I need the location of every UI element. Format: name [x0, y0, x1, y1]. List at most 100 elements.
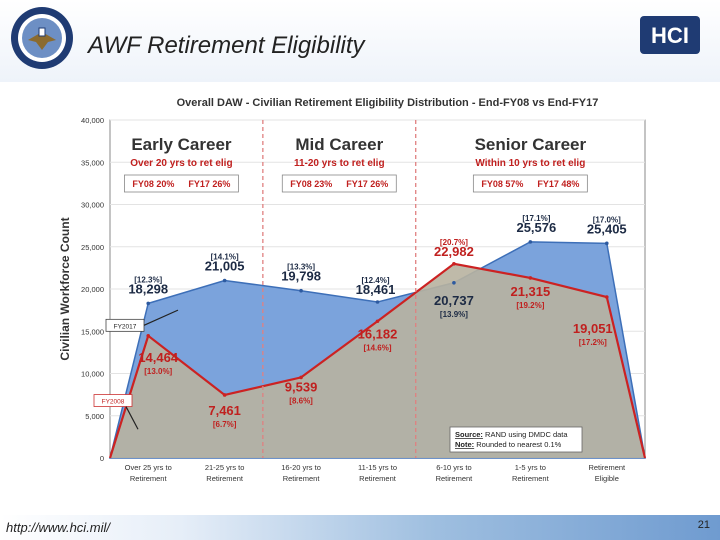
fy2008-data-label: 19,051: [573, 321, 613, 336]
fy2008-pct-label: [20.7%]: [440, 238, 468, 247]
group-pct-box: [124, 174, 239, 193]
group-fy17-pct: FY17 48%: [537, 179, 579, 189]
chart: Overall DAW - Civilian Retirement Eligib…: [58, 97, 647, 483]
fy2017-point: [528, 240, 533, 244]
x-tick-label: 16-20 yrs to: [281, 463, 321, 472]
y-tick-label: 10,000: [81, 370, 104, 379]
fy2017-callout-arrow: [143, 309, 179, 326]
group-subtitle: 11-20 yrs to ret elig: [294, 158, 385, 169]
slide-title: AWF Retirement Eligibility: [88, 32, 365, 59]
x-tick-label: Retirement: [588, 463, 626, 472]
x-tick-label: 1-5 yrs to: [515, 463, 546, 472]
fy2008-pct-label: [14.6%]: [363, 343, 391, 352]
group-pct-box: [281, 174, 397, 193]
x-tick-label: Retirement: [512, 474, 550, 483]
x-tick-label: Over 25 yrs to: [125, 463, 172, 472]
x-tick-label: 21-25 yrs to: [205, 463, 245, 472]
y-tick-label: 0: [100, 454, 104, 463]
hci-logo-icon: HCI: [640, 16, 700, 54]
group-fy17-pct: FY17 26%: [346, 179, 388, 189]
x-tick-label: Retirement: [359, 474, 397, 483]
fy2017-point: [222, 278, 227, 283]
fy2017-data-label: 19,798: [281, 269, 321, 284]
fy2017-data-label: 25,405: [587, 221, 627, 236]
x-tick-label: Eligible: [595, 474, 619, 483]
page-number: 21: [697, 519, 710, 531]
source-label: Source:: [455, 430, 483, 439]
fy2017-point: [146, 301, 151, 306]
y-tick-label: 35,000: [81, 158, 104, 167]
fy2017-pct-label: [13.3%]: [287, 263, 315, 272]
x-tick-label: Retirement: [130, 474, 168, 483]
fy2017-pct-label: [12.4%]: [361, 276, 389, 285]
fy2017-pct-label: [14.1%]: [211, 253, 239, 262]
y-tick-label: 15,000: [81, 327, 104, 336]
note-text: Rounded to nearest 0.1%: [474, 440, 561, 449]
fy2008-point: [146, 333, 151, 338]
group-fy17-pct: FY17 26%: [188, 179, 230, 189]
fy2008-pct-label: [17.2%]: [579, 338, 607, 347]
group-fy08-pct: FY08 23%: [290, 179, 332, 189]
fy2008-data-label: 16,182: [358, 326, 398, 341]
fy2017-data-label: 18,298: [128, 281, 168, 296]
y-tick-label: 30,000: [81, 201, 104, 210]
fy2008-pct-label: [13.0%]: [144, 367, 172, 376]
fy2008-data-label: 22,982: [434, 244, 474, 259]
group-subtitle: Within 10 yrs to ret elig: [475, 158, 585, 169]
footer-url-link[interactable]: http://www.hci.mil/: [6, 520, 111, 535]
y-tick-label: 25,000: [81, 243, 104, 252]
y-axis-label: Civilian Workforce Count: [58, 217, 72, 360]
note-line: Note: Rounded to nearest 0.1%: [455, 440, 562, 449]
fy2008-point: [222, 393, 227, 397]
note-label: Note:: [455, 440, 474, 449]
y-tick-label: 40,000: [81, 116, 104, 125]
fy2008-pct-label: [8.6%]: [289, 396, 313, 405]
fy2017-data-label: 25,576: [516, 220, 556, 235]
fy2017-pct-label: [17.1%]: [522, 214, 550, 223]
fy2017-pct-label: [17.0%]: [593, 215, 621, 224]
slide-footer: http://www.hci.mil/ 21: [0, 515, 720, 540]
fy2017-data-label: 18,461: [356, 282, 396, 297]
x-tick-label: Retirement: [206, 474, 244, 483]
fy2017-pct-label: [13.9%]: [440, 310, 468, 319]
x-tick-label: Retirement: [436, 474, 474, 483]
group-pct-box: [472, 174, 588, 193]
fy2017-point: [375, 300, 380, 304]
fy2017-data-label: 21,005: [205, 259, 245, 274]
fy2008-callout-label: FY2008: [102, 399, 125, 406]
fy2008-callout-box: [93, 394, 133, 407]
fy2008-pct-label: [6.7%]: [213, 420, 237, 429]
dod-seal-icon: [11, 7, 73, 69]
x-tick-label: 6-10 yrs to: [436, 463, 471, 472]
fy2008-data-label: 21,315: [510, 284, 550, 299]
source-note-box: [449, 426, 583, 453]
fy2017-callout-box: [105, 318, 145, 332]
fy2017-callout-label: FY2017: [114, 323, 137, 330]
slide-header: AWF Retirement Eligibility HCI: [0, 0, 720, 82]
y-tick-label: 5,000: [85, 412, 104, 421]
fy2008-callout-arrow: [125, 406, 139, 430]
fy2017-point: [452, 280, 456, 285]
x-tick-label: Retirement: [283, 474, 321, 483]
fy2008-point: [528, 276, 533, 280]
fy2017-point: [299, 288, 303, 293]
fy2008-point: [375, 319, 380, 324]
fy2008-data-label: 14,464: [138, 350, 179, 365]
chart-title: Overall DAW - Civilian Retirement Eligib…: [177, 97, 599, 109]
group-fy08-pct: FY08 20%: [132, 179, 174, 189]
source-text: RAND using DMDC data: [483, 430, 568, 439]
group-title: Early Career: [131, 135, 232, 154]
fy2017-point: [604, 241, 609, 246]
logo-text: HCI: [651, 23, 689, 48]
fy2008-area: [110, 263, 645, 458]
fy2008-data-label: 7,461: [208, 403, 241, 418]
fy2017-data-label: 20,737: [434, 293, 474, 308]
fy2017-pct-label: [12.3%]: [134, 275, 162, 284]
fy2008-point: [452, 262, 456, 266]
y-tick-label: 20,000: [81, 285, 104, 294]
group-fy08-pct: FY08 57%: [481, 179, 523, 189]
fy2008-point: [299, 375, 303, 380]
x-tick-label: 11-15 yrs to: [358, 463, 397, 472]
source-line: Source: RAND using DMDC data: [455, 430, 568, 439]
group-subtitle: Over 20 yrs to ret elig: [130, 158, 232, 169]
